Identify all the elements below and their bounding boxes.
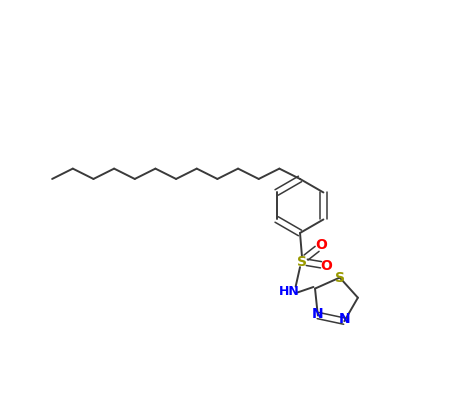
Text: HN: HN bbox=[279, 285, 300, 298]
Text: S: S bbox=[297, 254, 307, 268]
Text: S: S bbox=[335, 270, 345, 284]
Text: N: N bbox=[312, 306, 324, 320]
Text: O: O bbox=[315, 238, 327, 252]
Text: N: N bbox=[338, 312, 350, 326]
Text: O: O bbox=[320, 258, 332, 272]
